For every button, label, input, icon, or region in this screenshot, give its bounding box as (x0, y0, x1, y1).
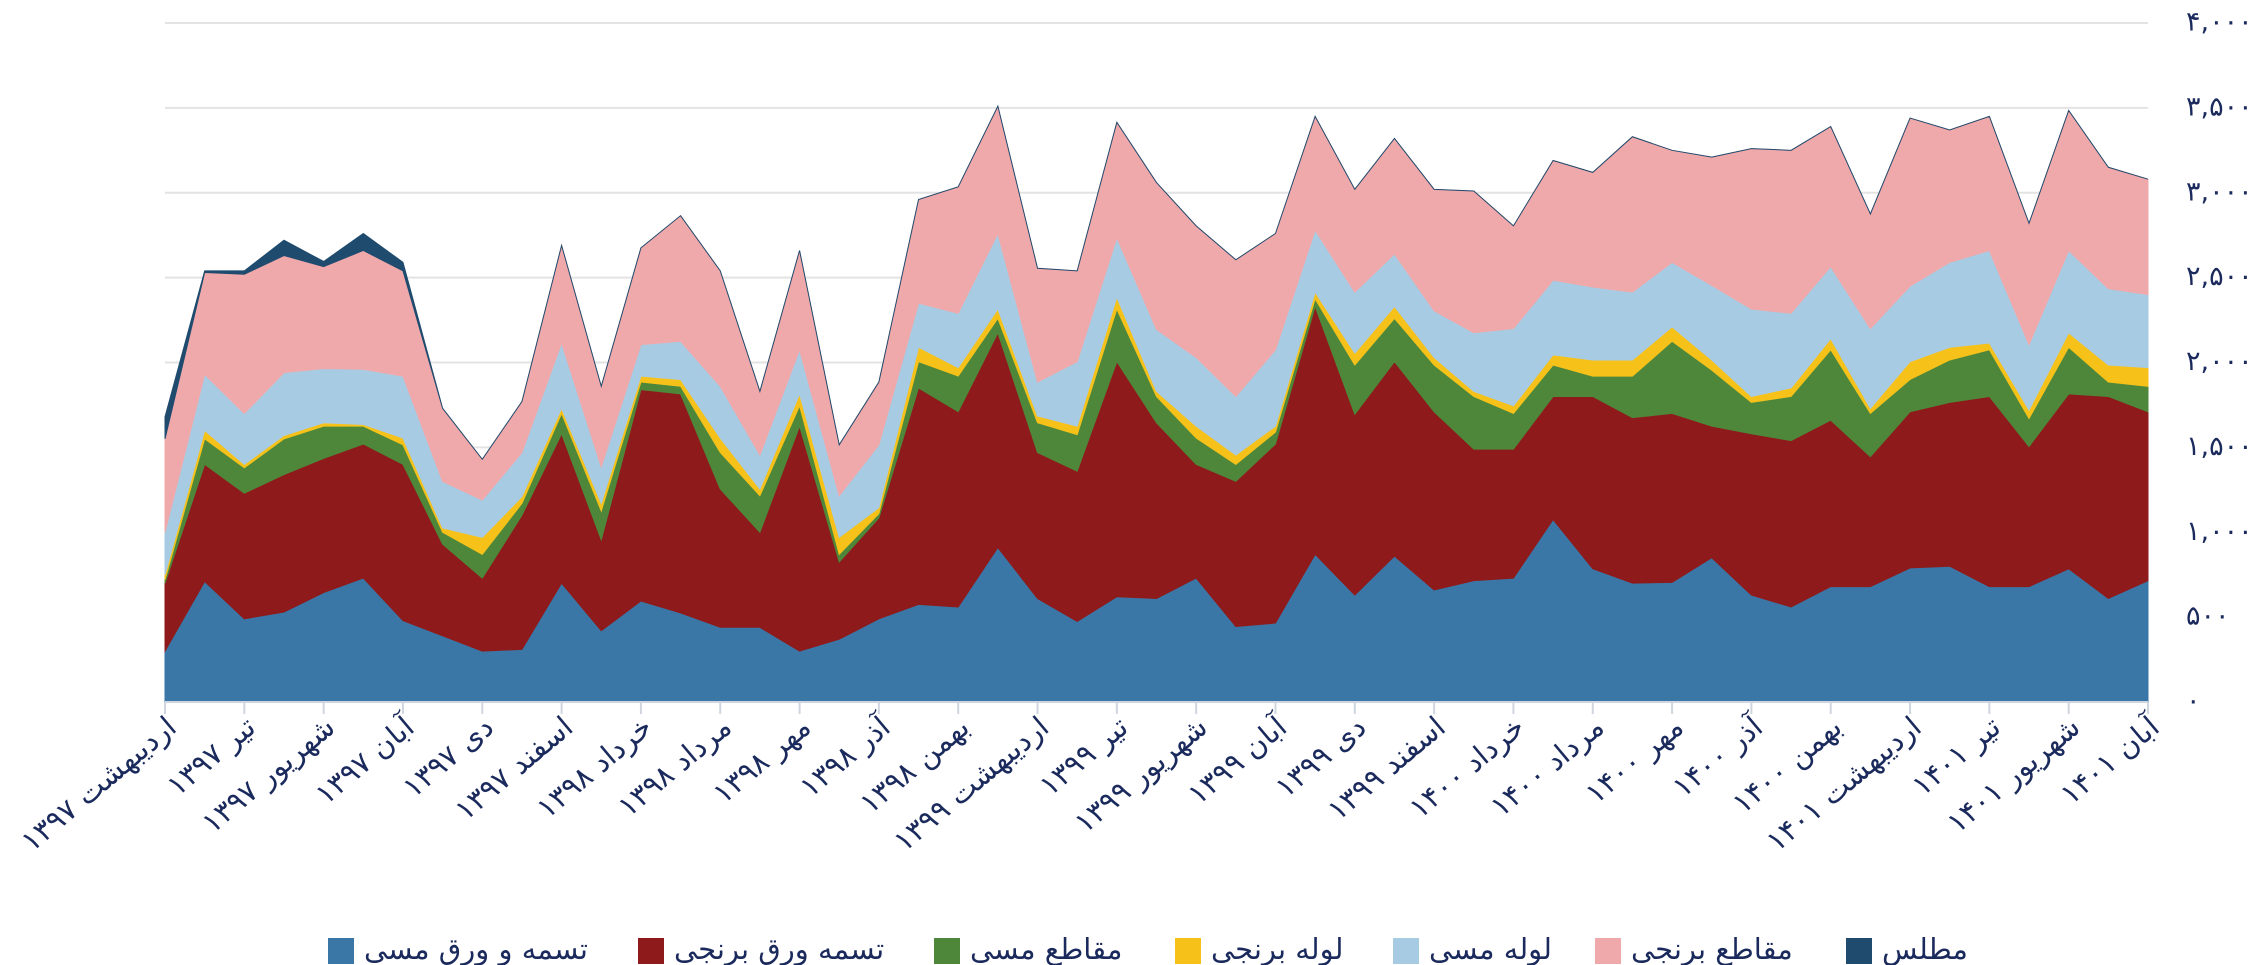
y-tick-label: ۳,۵۰۰ (2186, 91, 2253, 122)
y-tick-label: ۳,۰۰۰ (2186, 176, 2253, 207)
legend-label: لوله برنجی (1211, 932, 1343, 965)
y-tick-label: ۰ (2186, 686, 2201, 717)
legend-swatch (1595, 938, 1621, 964)
area (164, 104, 2149, 461)
legend-label: تسمه و ورق مسی (364, 932, 588, 965)
legend-item: لوله مسی (1393, 932, 1552, 965)
legend-swatch (1846, 938, 1872, 964)
legend-label: مطلس (1882, 932, 1968, 965)
legend-item: لوله برنجی (1175, 932, 1343, 965)
legend-swatch (638, 938, 664, 964)
legend-label: لوله مسی (1429, 932, 1552, 965)
y-tick-label: ۲,۵۰۰ (2186, 261, 2253, 292)
y-tick-label: ۱,۰۰۰ (2186, 516, 2253, 547)
legend-item: مقاطع برنجی (1595, 932, 1793, 965)
legend-swatch (328, 938, 354, 964)
legend-label: مقاطع مسی (970, 932, 1122, 965)
legend-swatch (934, 938, 960, 964)
y-tick-label: ۴,۰۰۰ (2186, 7, 2253, 38)
legend-item: مطلس (1846, 932, 1968, 965)
y-tick-label: ۵۰۰ (2186, 601, 2230, 632)
legend-item: تسمه و ورق مسی (328, 932, 588, 965)
x-tick-label: اردیبهشت ۱۳۹۷ (14, 709, 182, 858)
legend-label: تسمه ورق برنجی (674, 932, 884, 965)
y-tick-label: ۱,۵۰۰ (2186, 431, 2253, 462)
legend-swatch (1393, 938, 1419, 964)
y-tick-label: ۲,۰۰۰ (2186, 346, 2253, 377)
legend-item: مقاطع مسی (934, 932, 1122, 965)
legend-label: مقاطع برنجی (1631, 932, 1793, 965)
legend-swatch (1175, 938, 1201, 964)
legend-item: تسمه ورق برنجی (638, 932, 884, 965)
